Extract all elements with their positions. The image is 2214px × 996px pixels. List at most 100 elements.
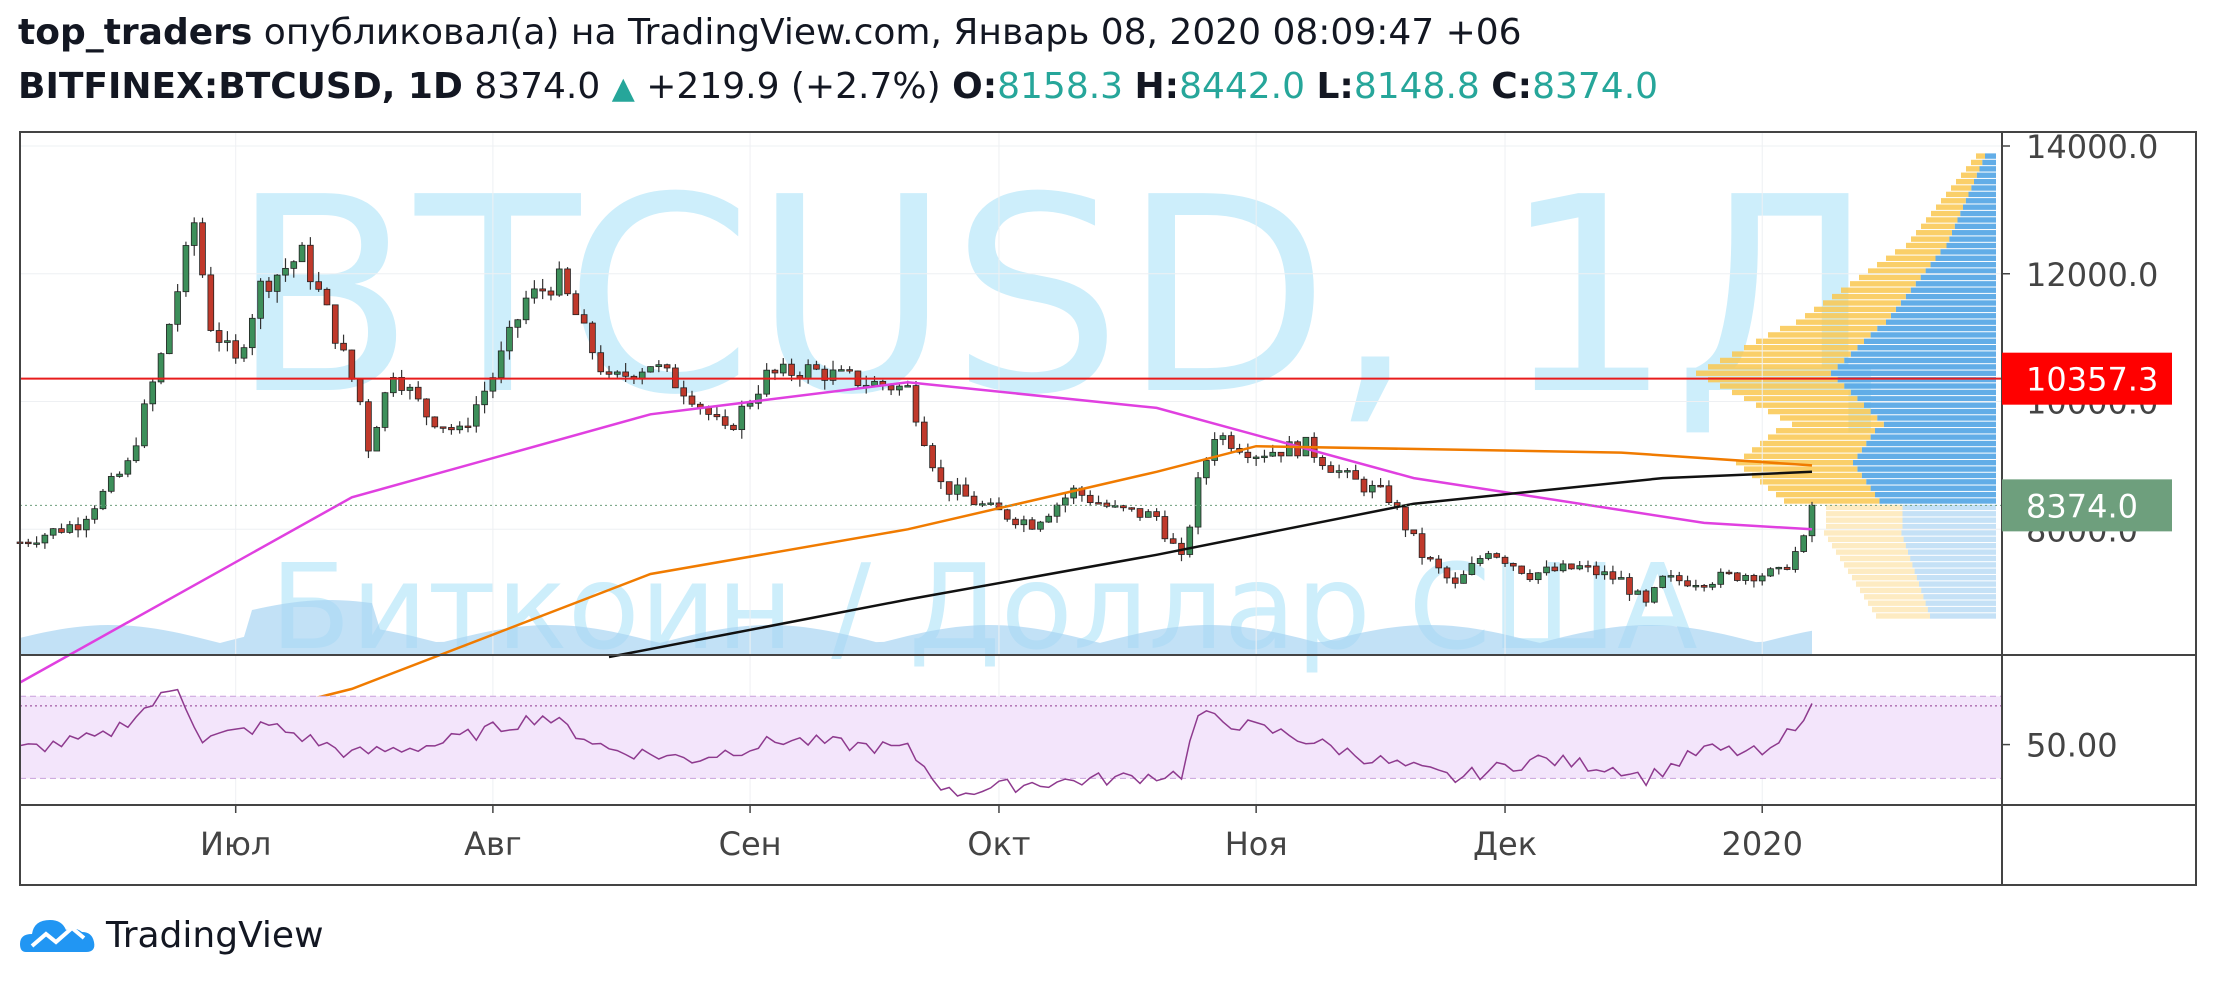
candle-body: [962, 484, 970, 497]
candle-body: [1476, 558, 1484, 564]
candle-body: [763, 369, 770, 395]
candle-body: [66, 524, 74, 533]
candle-body: [1003, 509, 1011, 520]
volume-profile-bar-down: [1920, 274, 1996, 281]
candle-body: [1045, 515, 1053, 523]
candle-body: [1584, 565, 1592, 568]
volume-profile-bar-up: [1877, 261, 1931, 268]
candle-body: [1675, 575, 1683, 582]
volume-profile-bar-up: [1832, 543, 1906, 549]
candle-body: [1543, 566, 1550, 574]
volume-profile-bar-down: [1875, 491, 1996, 498]
volume-profile-bar-down: [1864, 338, 1996, 345]
price-label-box: [2002, 352, 2172, 405]
candle-body: [1427, 557, 1434, 560]
candle-body: [1360, 478, 1368, 493]
candle-body: [838, 369, 845, 372]
high-label: H:: [1134, 66, 1180, 107]
candle-body: [1203, 460, 1210, 479]
volume-profile-bar-down: [1919, 581, 1996, 587]
volume-profile-bar-up: [1886, 255, 1936, 261]
candle-body: [871, 380, 878, 386]
candle-body: [365, 401, 372, 452]
candle-body: [514, 319, 522, 328]
volume-profile-bar-down: [1910, 287, 1996, 293]
candle-body: [937, 467, 945, 483]
candle-body: [904, 385, 912, 388]
candle-body: [531, 288, 538, 299]
volume-profile-bar-up: [1826, 511, 1903, 517]
volume-profile-bar-down: [1877, 415, 1996, 421]
volume-profile-bar-down: [1901, 530, 1996, 536]
candle-body: [448, 427, 455, 431]
tradingview-brand[interactable]: TradingView: [18, 912, 324, 958]
volume-profile-bar-down: [1866, 440, 1996, 447]
candle-body: [547, 290, 555, 296]
volume-profile-bar-up: [1752, 472, 1862, 479]
candle-body: [141, 403, 148, 447]
candle-body: [497, 350, 505, 379]
volume-profile-bar-up: [1841, 287, 1911, 293]
volume-profile-bar-up: [1826, 517, 1903, 523]
candle-body: [1767, 568, 1774, 577]
candle-body: [215, 330, 223, 343]
author-name[interactable]: top_traders: [18, 12, 253, 53]
y-tick-label: 12000.0: [2026, 256, 2158, 294]
price-change: +219.9 (+2.7%): [646, 66, 941, 107]
candle-body: [597, 352, 605, 373]
volume-profile-bar-down: [1903, 536, 1996, 543]
candle-body: [647, 366, 654, 373]
candle-body: [373, 427, 381, 452]
volume-profile-bar-up: [1756, 402, 1864, 408]
volume-profile-bar-up: [1946, 191, 1969, 198]
candle-body: [331, 304, 339, 344]
volume-profile-bar-up: [1836, 549, 1908, 555]
volume-profile-bar-down: [1902, 511, 1996, 517]
candle-body: [1169, 538, 1177, 544]
candle-body: [887, 385, 895, 391]
candle-body: [688, 395, 696, 405]
volume-profile-bar-down: [1982, 159, 1996, 166]
candle-body: [1518, 565, 1525, 574]
candle-body: [1758, 575, 1766, 582]
volume-profile-bar-down: [1866, 479, 1996, 485]
volume-profile-bar-up: [1760, 440, 1867, 447]
candle-body: [1028, 519, 1036, 530]
candle-body: [1775, 566, 1783, 570]
volume-profile-bar-up: [1780, 325, 1878, 332]
candle-body: [1501, 556, 1509, 564]
volume-profile-bar-up: [1941, 198, 1966, 204]
candle-body: [1227, 435, 1235, 449]
volume-profile-bar-up: [1744, 453, 1858, 459]
volume-profile-bar-up: [1744, 345, 1858, 351]
candle-body: [1144, 511, 1152, 518]
volume-profile-bar-down: [1902, 517, 1996, 523]
volume-profile-bar-down: [1916, 574, 1996, 581]
volume-profile-bar-down: [1910, 555, 1996, 562]
candle-body: [779, 363, 787, 374]
candle-body: [1194, 477, 1202, 528]
candle-body: [248, 317, 256, 349]
candle-body: [1800, 535, 1808, 552]
volume-profile-bar-down: [1935, 255, 1996, 261]
candle-body: [1551, 566, 1559, 572]
volume-profile-bar-down: [1857, 345, 1996, 351]
candle-body: [564, 268, 571, 295]
candle-body: [970, 495, 978, 506]
volume-profile-bar-up: [1864, 594, 1924, 600]
candle-body: [1609, 571, 1617, 580]
candle-body: [705, 407, 712, 415]
candle-body: [116, 473, 123, 477]
rsi-pane: [19, 688, 2002, 797]
low-label: L:: [1316, 66, 1354, 107]
candle-body: [1402, 506, 1409, 531]
volume-profile-bar-up: [1768, 434, 1871, 440]
volume-profile-bar-up: [1720, 357, 1845, 364]
volume-profile-bar-down: [1861, 472, 1996, 479]
candle-body: [1344, 470, 1351, 473]
candle-body: [166, 323, 173, 355]
close-value: 8374.0: [1532, 66, 1659, 107]
volume-profile-bar-up: [1852, 574, 1917, 581]
volume-profile-bar-down: [1976, 172, 1996, 178]
